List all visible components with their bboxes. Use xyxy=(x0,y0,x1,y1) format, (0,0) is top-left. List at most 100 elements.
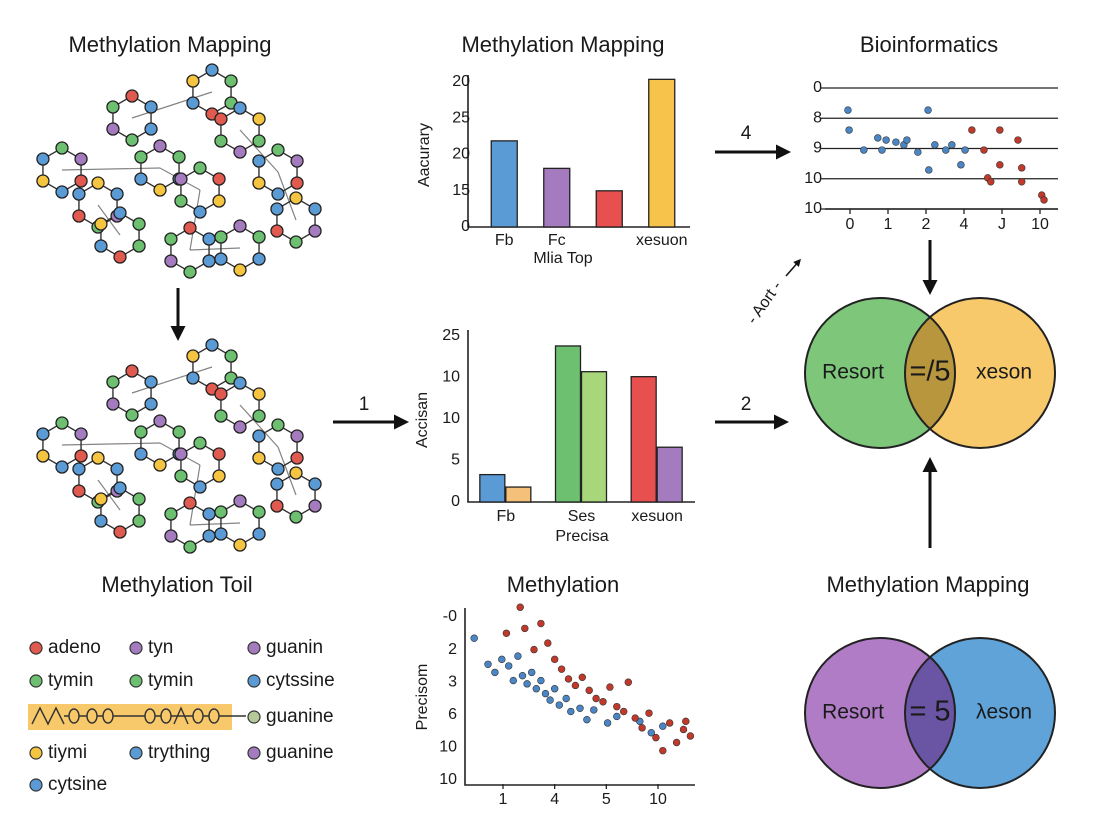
point xyxy=(523,680,531,688)
point xyxy=(619,707,628,716)
bond xyxy=(131,366,213,394)
bar xyxy=(490,140,518,228)
atom xyxy=(144,397,158,411)
y-tick-label: 20 xyxy=(452,73,470,90)
point xyxy=(550,655,559,664)
point xyxy=(1018,178,1026,186)
atom xyxy=(252,112,266,126)
point xyxy=(957,161,965,169)
arrow xyxy=(785,258,801,277)
x-tick-label: Fc xyxy=(548,232,566,249)
y-tick-label: 15 xyxy=(452,182,470,199)
atom xyxy=(271,187,285,201)
atom xyxy=(233,420,247,434)
y-tick-label: 10 xyxy=(439,739,457,756)
bar xyxy=(554,345,582,503)
atom xyxy=(55,460,69,474)
point xyxy=(882,136,890,144)
atom xyxy=(125,89,139,103)
venn-label: =/5 xyxy=(909,356,950,388)
venn-label: Resort xyxy=(822,701,884,724)
point xyxy=(518,671,527,680)
point xyxy=(544,639,552,647)
point xyxy=(996,126,1004,134)
atom xyxy=(233,145,247,159)
atom xyxy=(252,154,266,168)
atom xyxy=(289,466,303,480)
atom xyxy=(134,425,148,439)
bar xyxy=(630,376,657,503)
atom xyxy=(132,217,146,231)
atom xyxy=(134,172,148,186)
atom xyxy=(106,100,120,114)
bond xyxy=(189,247,241,251)
point xyxy=(874,134,882,142)
atom xyxy=(94,239,108,253)
axis xyxy=(467,330,695,503)
atom xyxy=(202,529,216,543)
atom xyxy=(252,409,266,423)
bond xyxy=(189,522,241,526)
atom xyxy=(144,122,158,136)
y-axis-label: Accisan xyxy=(414,392,431,448)
atom xyxy=(270,224,284,238)
atom xyxy=(202,254,216,268)
panel-title: Methylation Toil xyxy=(101,572,252,597)
venn-outline xyxy=(804,297,956,449)
point xyxy=(498,655,506,664)
legend-label: tiymi xyxy=(48,742,87,763)
y-tick-label: 8 xyxy=(813,109,822,126)
atom xyxy=(193,480,207,494)
point xyxy=(592,694,600,703)
atom xyxy=(125,408,139,422)
y-axis-label: Precisom xyxy=(414,664,431,731)
atom xyxy=(252,230,266,244)
atom xyxy=(233,494,247,508)
axis xyxy=(464,608,695,786)
bar xyxy=(543,167,571,228)
point xyxy=(606,683,614,691)
point xyxy=(987,178,995,186)
y-tick-label: 25 xyxy=(452,109,470,126)
atom xyxy=(214,527,228,541)
point xyxy=(878,146,886,154)
bond xyxy=(61,442,161,446)
atom xyxy=(252,134,266,148)
x-tick-label: xesuon xyxy=(636,232,688,249)
atom xyxy=(289,235,303,249)
atom xyxy=(290,451,304,465)
point xyxy=(590,706,598,714)
atom xyxy=(233,219,247,233)
point xyxy=(647,729,655,737)
x-axis-label: Mlia Top xyxy=(533,250,592,267)
point xyxy=(961,146,969,154)
x-tick-label: 0 xyxy=(846,216,855,233)
point xyxy=(546,696,554,704)
atom xyxy=(193,205,207,219)
atom xyxy=(224,74,238,88)
atom xyxy=(174,447,188,461)
atom xyxy=(172,425,186,439)
x-tick-label: 10 xyxy=(649,791,667,808)
atom xyxy=(270,202,284,216)
atom xyxy=(153,414,167,428)
atom xyxy=(74,174,88,188)
point xyxy=(541,689,550,698)
atom xyxy=(55,416,69,430)
point xyxy=(638,724,646,732)
point xyxy=(567,707,575,716)
atom xyxy=(193,436,207,450)
atom xyxy=(186,74,200,88)
venn-label: = 5 xyxy=(909,696,950,728)
x-axis-label: Precisa xyxy=(555,528,608,545)
y-tick-label: 0 xyxy=(813,79,822,96)
atom xyxy=(214,252,228,266)
atom xyxy=(290,429,304,443)
legend-swatch xyxy=(247,641,261,655)
atom xyxy=(132,239,146,253)
point xyxy=(659,722,667,730)
atom xyxy=(271,418,285,432)
point xyxy=(948,141,956,149)
panel-title: Methylation Mapping xyxy=(826,572,1029,597)
